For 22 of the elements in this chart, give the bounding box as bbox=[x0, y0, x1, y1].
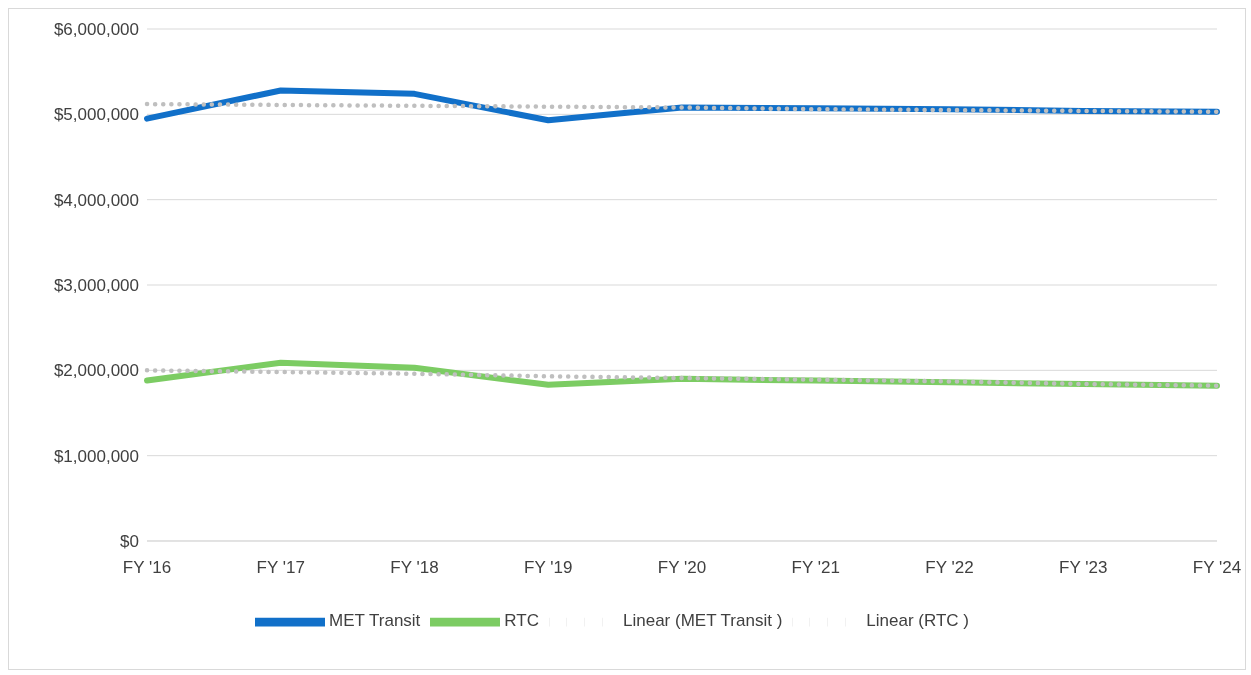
x-tick-label: FY '22 bbox=[925, 558, 974, 578]
x-tick-label: FY '24 bbox=[1192, 558, 1242, 578]
x-tick-label: FY '21 bbox=[791, 558, 840, 578]
x-tick-label: FY '16 bbox=[122, 558, 172, 578]
y-tick-label: $5,000,000 bbox=[53, 105, 139, 125]
legend-label: MET Transit bbox=[329, 611, 421, 631]
x-tick-label: FY '17 bbox=[256, 558, 305, 578]
legend-label: Linear (RTC ) bbox=[866, 611, 969, 631]
y-tick-label: $3,000,000 bbox=[53, 276, 139, 296]
y-tick-label: $2,000,000 bbox=[53, 361, 139, 381]
x-tick-label: FY '18 bbox=[390, 558, 439, 578]
y-tick-label: $1,000,000 bbox=[53, 446, 139, 466]
x-tick-label: FY '23 bbox=[1059, 558, 1108, 578]
line-series bbox=[144, 368, 1220, 388]
legend-label: Linear (MET Transit ) bbox=[622, 611, 783, 631]
legend-label: RTC bbox=[504, 611, 539, 631]
y-tick-label: $4,000,000 bbox=[53, 190, 139, 210]
y-tick-label: $0 bbox=[120, 532, 139, 552]
y-tick-label: $6,000,000 bbox=[53, 20, 139, 40]
x-tick-label: FY '19 bbox=[524, 558, 573, 578]
line-series bbox=[144, 101, 1220, 115]
x-tick-label: FY '20 bbox=[657, 558, 707, 578]
